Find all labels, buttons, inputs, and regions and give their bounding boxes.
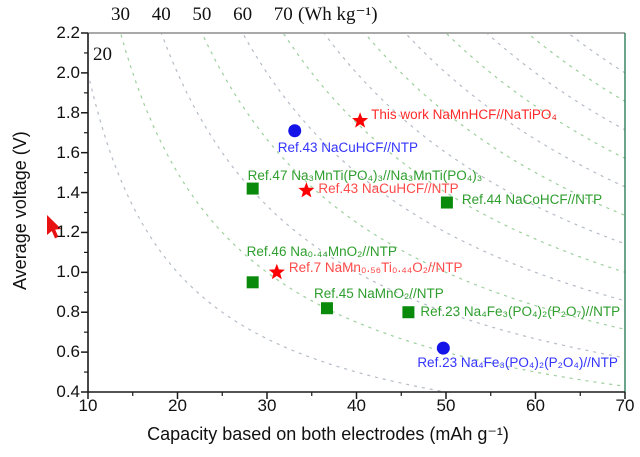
- y-tick-label-0.4: 0.4: [56, 382, 80, 401]
- x-tick-label-50: 50: [436, 396, 456, 415]
- point-marker-ref46: [246, 276, 259, 289]
- contour-line-110: [445, 33, 625, 159]
- contour-line-80: [323, 33, 625, 245]
- point-label-ref43-blue: Ref.43 NaCuHCF//NTP: [277, 139, 419, 155]
- contour-line-50: [201, 33, 625, 330]
- point-label-ref44: Ref.44 NaCoHCF//NTP: [461, 191, 603, 207]
- y-tick-label-2.2: 2.2: [56, 23, 80, 42]
- x-axis-title: Capacity based on both electrodes (mAh g…: [147, 424, 509, 444]
- point-label-ref23-green: Ref.23 Na₄Fe₃(PO₄)₂(P₂O₇)//NTP: [420, 304, 621, 320]
- x-tick-label-60: 60: [526, 396, 545, 415]
- point-label-ref43-red: Ref.43 NaCuHCF//NTP: [318, 180, 459, 196]
- contour-label-60: 60: [233, 4, 253, 25]
- x-tick-label-10: 10: [78, 396, 98, 415]
- contour-line-30: [119, 33, 625, 387]
- y-axis-title: Average voltage (V): [10, 131, 30, 290]
- point-marker-this-work: [352, 112, 369, 128]
- point-marker-ref43-red: [298, 182, 315, 198]
- top-axis-unit-label: (Wh kg⁻¹): [298, 4, 378, 25]
- contour-label-30: 30: [111, 4, 131, 25]
- point-label-this-work: This work NaMnHCF//NaTiPO₄: [371, 106, 557, 122]
- point-label-ref45: Ref.45 NaMnO₂//NTP: [313, 286, 444, 302]
- point-marker-ref43-blue: [288, 124, 302, 138]
- y-tick-label-0.8: 0.8: [56, 302, 80, 322]
- point-label-ref47: Ref.47 Na₃MnTi(PO₄)₃//Na₃MnTi(PO₄)₃: [247, 167, 483, 183]
- point-label-ref46: Ref.46 Na₀.₄₄MnO₂//NTP: [246, 244, 397, 260]
- point-marker-ref44: [440, 196, 453, 209]
- y-tick-label-1.0: 1.0: [56, 262, 80, 282]
- x-tick-label-40: 40: [347, 396, 366, 415]
- contour-line-140: [567, 33, 625, 74]
- x-tick-label-20: 20: [168, 396, 187, 415]
- y-tick-label-2.0: 2.0: [56, 62, 80, 82]
- y-tick-label-1.6: 1.6: [56, 142, 80, 162]
- contour-line-40: [160, 33, 625, 359]
- point-label-ref7: Ref.7 NaMn₀.₅₆Ti₀.₄₄O₂//NTP: [288, 260, 463, 276]
- x-tick-label-30: 30: [257, 396, 277, 415]
- contour-line-60: [241, 33, 625, 302]
- contour-line-90: [363, 33, 625, 216]
- y-tick-label-1.8: 1.8: [56, 102, 80, 122]
- contour-label-50: 50: [192, 4, 212, 25]
- contour-line-120: [485, 33, 625, 131]
- y-tick-label-1.2: 1.2: [56, 222, 80, 242]
- x-tick-label-70: 70: [615, 396, 635, 415]
- y-tick-label-1.4: 1.4: [56, 182, 80, 202]
- energy-contour-lines: [88, 33, 625, 392]
- point-label-ref23-blue: Ref.23 Na₄Fe₃(PO₄)₂(P₂O₄)//NTP: [417, 355, 618, 371]
- contour-line-70: [282, 33, 625, 273]
- contour-label-40: 40: [151, 4, 171, 25]
- contour-label-70: 70: [273, 4, 293, 25]
- point-marker-ref45: [320, 302, 333, 315]
- y-tick-label-0.6: 0.6: [56, 342, 80, 362]
- contour-line-130: [526, 33, 625, 102]
- mouse-cursor-icon: [47, 215, 62, 239]
- point-marker-ref23-blue: [436, 341, 450, 355]
- point-marker-ref47: [246, 182, 259, 195]
- point-marker-ref23-green: [402, 306, 415, 319]
- contour-label-20: 20: [93, 44, 112, 65]
- point-marker-ref7: [268, 263, 285, 280]
